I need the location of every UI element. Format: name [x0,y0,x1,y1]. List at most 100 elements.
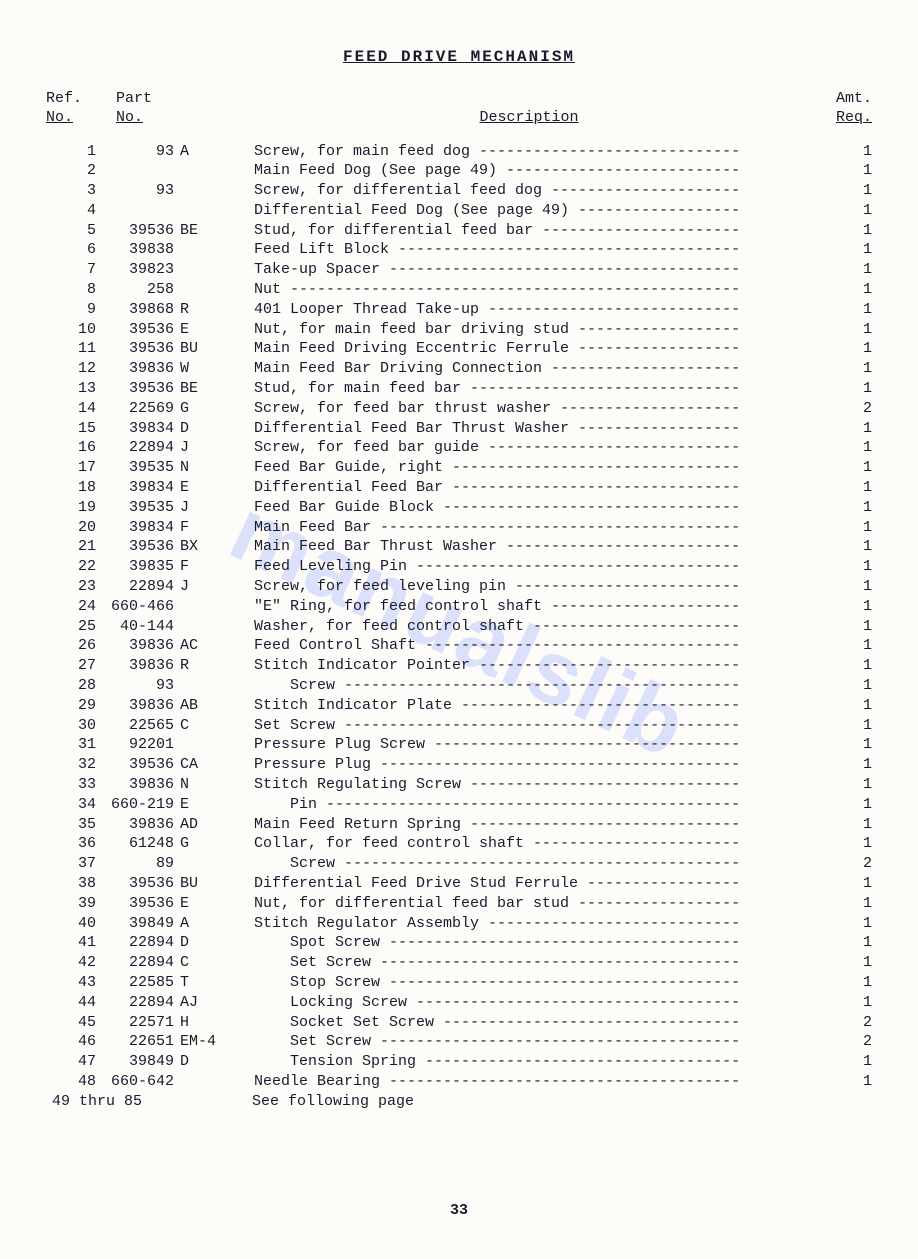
cell-part: 39536E [104,320,254,340]
cell-amount: 1 [832,953,872,973]
part-number: 660-642 [104,1072,174,1092]
part-suffix: T [174,973,189,993]
part-suffix: BU [174,874,198,894]
cell-part: 92201 [104,735,254,755]
cell-part: 39536CA [104,755,254,775]
cell-amount: 1 [832,161,872,181]
cell-amount: 1 [832,656,872,676]
cell-ref: 37 [46,854,104,874]
table-footer-row: 49 thru 85 See following page [46,1092,872,1112]
cell-amount: 2 [832,854,872,874]
part-suffix: N [174,775,189,795]
cell-ref: 31 [46,735,104,755]
table-row: 2893 Screw -----------------------------… [46,676,872,696]
cell-amount: 1 [832,775,872,795]
part-number: 39838 [104,240,174,260]
cell-description: Spot Screw -----------------------------… [254,933,832,953]
part-number: 93 [104,676,174,696]
cell-amount: 1 [832,1072,872,1092]
cell-part: 39535N [104,458,254,478]
cell-amount: 1 [832,142,872,162]
part-suffix: N [174,458,189,478]
footer-desc: See following page [252,1092,872,1112]
table-row: 393Screw, for differential feed dog ----… [46,181,872,201]
table-row: 1139536BUMain Feed Driving Eccentric Fer… [46,339,872,359]
part-suffix: AD [174,815,198,835]
cell-amount: 1 [832,557,872,577]
cell-ref: 46 [46,1032,104,1052]
part-suffix: J [174,577,189,597]
cell-ref: 23 [46,577,104,597]
table-row: 1739535NFeed Bar Guide, right ----------… [46,458,872,478]
part-suffix: BU [174,339,198,359]
table-header: Ref. Part Amt. No. No. Description Req. [46,90,872,128]
cell-part: 39834F [104,518,254,538]
cell-part: 39834E [104,478,254,498]
part-number: 258 [104,280,174,300]
cell-description: Stud, for differential feed bar --------… [254,221,832,241]
cell-description: Pressure Plug Screw --------------------… [254,735,832,755]
part-suffix: CA [174,755,198,775]
cell-amount: 1 [832,498,872,518]
cell-ref: 30 [46,716,104,736]
cell-ref: 24 [46,597,104,617]
cell-part: 39835F [104,557,254,577]
cell-description: Needle Bearing -------------------------… [254,1072,832,1092]
table-row: 193AScrew, for main feed dog -----------… [46,142,872,162]
part-number: 93 [104,181,174,201]
header-ref-line2: No. [46,109,73,126]
part-suffix: E [174,478,189,498]
table-row: 1939535JFeed Bar Guide Block -----------… [46,498,872,518]
cell-description: Nut, for main feed bar driving stud ----… [254,320,832,340]
table-row: 2322894JScrew, for feed leveling pin ---… [46,577,872,597]
table-row: 4222894C Set Screw ---------------------… [46,953,872,973]
part-number: 39849 [104,914,174,934]
part-number: 39536 [104,755,174,775]
part-suffix: A [174,142,189,162]
cell-description: Washer, for feed control shaft ---------… [254,617,832,637]
cell-amount: 1 [832,419,872,439]
part-suffix: F [174,518,189,538]
cell-amount: 1 [832,795,872,815]
cell-ref: 28 [46,676,104,696]
table-row: 3839536BUDifferential Feed Drive Stud Fe… [46,874,872,894]
part-suffix: AJ [174,993,198,1013]
cell-ref: 25 [46,617,104,637]
table-body: 193AScrew, for main feed dog -----------… [46,142,872,1092]
cell-amount: 1 [832,617,872,637]
cell-description: Nut, for differential feed bar stud ----… [254,894,832,914]
cell-amount: 1 [832,696,872,716]
table-row: 539536BEStud, for differential feed bar … [46,221,872,241]
cell-description: Main Feed Return Spring ----------------… [254,815,832,835]
cell-part: 22894C [104,953,254,973]
cell-ref: 45 [46,1013,104,1033]
table-row: 4622651EM-4 Set Screw ------------------… [46,1032,872,1052]
cell-part: 93 [104,676,254,696]
cell-description: Differential Feed Bar Thrust Washer ----… [254,419,832,439]
part-number: 93 [104,142,174,162]
cell-description: Screw, for differential feed dog -------… [254,181,832,201]
cell-ref: 44 [46,993,104,1013]
table-row: 2039834FMain Feed Bar ------------------… [46,518,872,538]
cell-description: Stitch Indicator Pointer ---------------… [254,656,832,676]
table-row: 4739849D Tension Spring ----------------… [46,1052,872,1072]
cell-part: 660-219E [104,795,254,815]
cell-part: 39836W [104,359,254,379]
cell-description: Screw, for feed leveling pin -----------… [254,577,832,597]
cell-ref: 32 [46,755,104,775]
cell-description: Pressure Plug --------------------------… [254,755,832,775]
cell-description: Feed Control Shaft ---------------------… [254,636,832,656]
part-suffix: C [174,953,189,973]
cell-amount: 1 [832,300,872,320]
part-number: 39823 [104,260,174,280]
header-ref-line1: Ref. [46,90,116,109]
part-number: 89 [104,854,174,874]
cell-description: Locking Screw --------------------------… [254,993,832,1013]
cell-part: 39836AD [104,815,254,835]
cell-amount: 1 [832,240,872,260]
cell-description: Screw ----------------------------------… [254,854,832,874]
part-number: 39535 [104,498,174,518]
cell-description: Main Feed Dog (See page 49) ------------… [254,161,832,181]
cell-part: 22894J [104,577,254,597]
cell-part: 39536E [104,894,254,914]
